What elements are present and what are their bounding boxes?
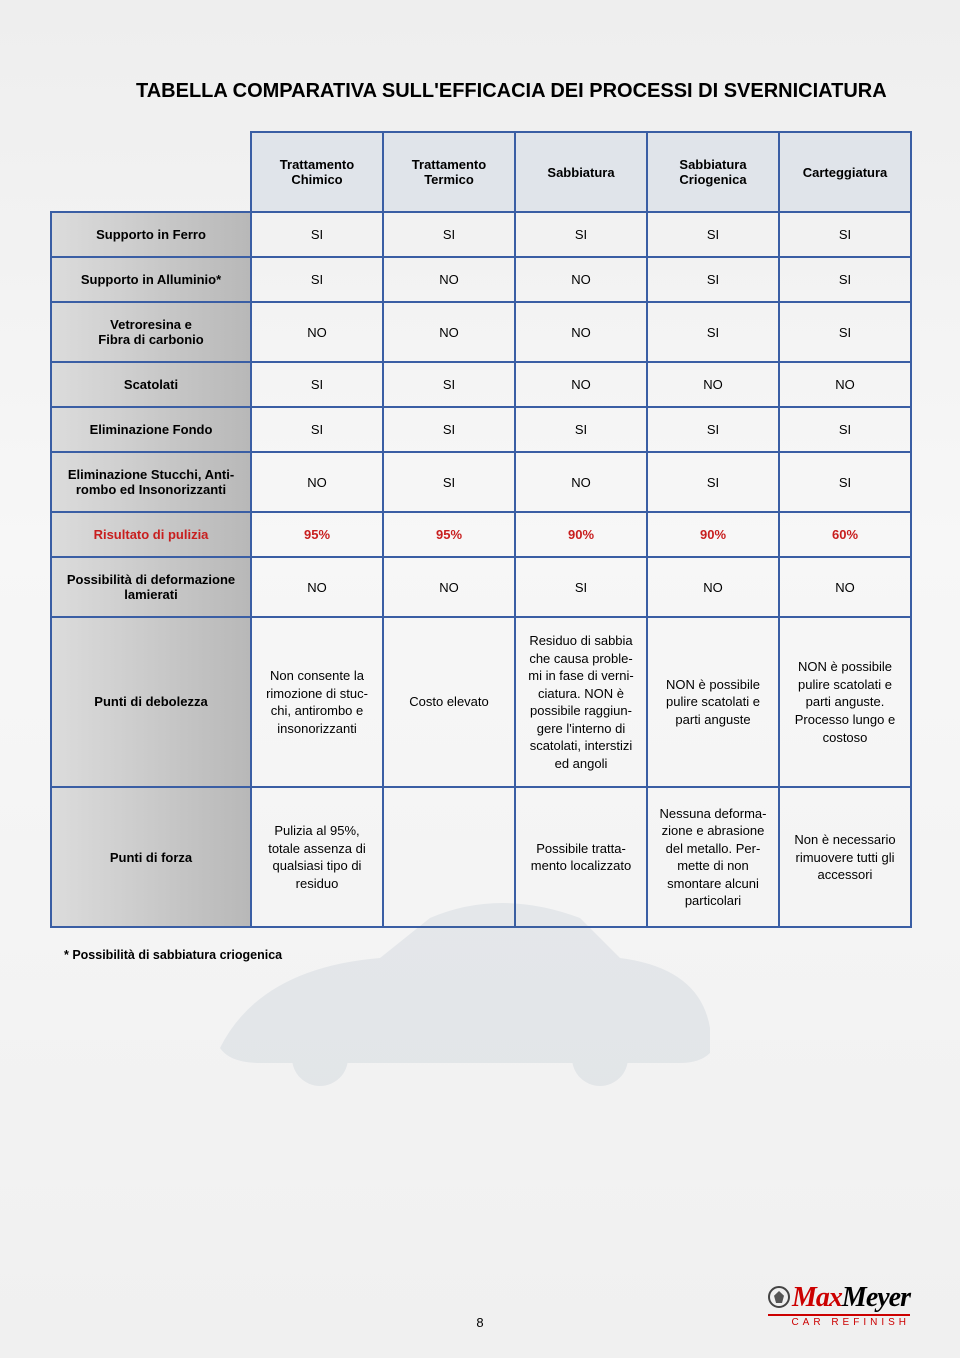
cell: SI (779, 212, 911, 257)
cell: SI (515, 407, 647, 452)
row-label: Risultato di pulizia (51, 512, 251, 557)
col-header: Trattamento Chimico (251, 132, 383, 212)
cell: Nessuna deforma-zione e abrasione del me… (647, 787, 779, 927)
cell: Non è necessario rimuovere tutti gli acc… (779, 787, 911, 927)
page-title: TABELLA COMPARATIVA SULL'EFFICACIA DEI P… (50, 80, 910, 103)
cell: SI (779, 257, 911, 302)
cell (383, 787, 515, 927)
logo-text-1: Max (792, 1282, 842, 1313)
cell: SI (383, 407, 515, 452)
table-row: ScatolatiSISINONONO (51, 362, 911, 407)
table-row: Risultato di pulizia95%95%90%90%60% (51, 512, 911, 557)
cell: SI (251, 212, 383, 257)
cell: SI (779, 302, 911, 362)
row-label: Eliminazione Fondo (51, 407, 251, 452)
table-row: Eliminazione Stucchi, Anti-rombo ed Inso… (51, 452, 911, 512)
cell: Possibile tratta-mento localizzato (515, 787, 647, 927)
cell: SI (647, 302, 779, 362)
col-header: Sabbiatura Criogenica (647, 132, 779, 212)
footnote: * Possibilità di sabbiatura criogenica (50, 948, 910, 962)
logo-emblem-icon (768, 1286, 790, 1308)
cell: NO (251, 452, 383, 512)
row-label: Punti di forza (51, 787, 251, 927)
cell: Pulizia al 95%, totale assenza di qualsi… (251, 787, 383, 927)
cell: NO (647, 557, 779, 617)
cell: SI (647, 257, 779, 302)
brand-logo: MaxMeyer CAR REFINISH (768, 1284, 910, 1328)
cell: NO (251, 302, 383, 362)
cell: NO (779, 557, 911, 617)
cell: SI (647, 407, 779, 452)
cell: Costo elevato (383, 617, 515, 787)
cell: SI (383, 362, 515, 407)
cell: NO (515, 452, 647, 512)
row-label: Vetroresina eFibra di carbonio (51, 302, 251, 362)
cell: NO (383, 302, 515, 362)
logo-text-2: Meyer (842, 1282, 910, 1313)
table-row: Supporto in Alluminio*SINONOSISI (51, 257, 911, 302)
cell: Non consente la rimozione di stuc-chi, a… (251, 617, 383, 787)
cell: Residuo di sabbia che causa proble-mi in… (515, 617, 647, 787)
cell: SI (251, 362, 383, 407)
row-label: Possibilità di deformazione lamierati (51, 557, 251, 617)
cell: NO (779, 362, 911, 407)
table-row: Vetroresina eFibra di carbonioNONONOSISI (51, 302, 911, 362)
col-header: Sabbiatura (515, 132, 647, 212)
row-label: Eliminazione Stucchi, Anti-rombo ed Inso… (51, 452, 251, 512)
cell: SI (779, 452, 911, 512)
table-row: Supporto in FerroSISISISISI (51, 212, 911, 257)
page: TABELLA COMPARATIVA SULL'EFFICACIA DEI P… (0, 0, 960, 1358)
cell: SI (647, 452, 779, 512)
cell: NON è possibile pulire scatolati e parti… (647, 617, 779, 787)
page-number: 8 (476, 1315, 483, 1330)
cell: SI (383, 212, 515, 257)
cell: SI (515, 557, 647, 617)
cell: NON è possibile pulire scatolati e parti… (779, 617, 911, 787)
table-row: Punti di forzaPulizia al 95%, totale ass… (51, 787, 911, 927)
cell: SI (251, 257, 383, 302)
cell: NO (383, 257, 515, 302)
row-label: Supporto in Ferro (51, 212, 251, 257)
cell: 95% (251, 512, 383, 557)
cell: NO (515, 257, 647, 302)
cell: NO (251, 557, 383, 617)
header-blank (51, 132, 251, 212)
cell: SI (515, 212, 647, 257)
table-row: Punti di debolezzaNon consente la rimozi… (51, 617, 911, 787)
cell: NO (647, 362, 779, 407)
logo-subtitle: CAR REFINISH (768, 1314, 910, 1328)
table-row: Possibilità di deformazione lamieratiNON… (51, 557, 911, 617)
cell: NO (515, 302, 647, 362)
cell: SI (647, 212, 779, 257)
comparison-table: Trattamento Chimico Trattamento Termico … (50, 131, 912, 928)
cell: 60% (779, 512, 911, 557)
table-row: Eliminazione FondoSISISISISI (51, 407, 911, 452)
row-label: Scatolati (51, 362, 251, 407)
cell: NO (383, 557, 515, 617)
header-row: Trattamento Chimico Trattamento Termico … (51, 132, 911, 212)
cell: NO (515, 362, 647, 407)
row-label: Punti di debolezza (51, 617, 251, 787)
cell: SI (251, 407, 383, 452)
cell: 95% (383, 512, 515, 557)
cell: SI (383, 452, 515, 512)
row-label: Supporto in Alluminio* (51, 257, 251, 302)
cell: 90% (515, 512, 647, 557)
col-header: Carteggiatura (779, 132, 911, 212)
cell: SI (779, 407, 911, 452)
cell: 90% (647, 512, 779, 557)
col-header: Trattamento Termico (383, 132, 515, 212)
